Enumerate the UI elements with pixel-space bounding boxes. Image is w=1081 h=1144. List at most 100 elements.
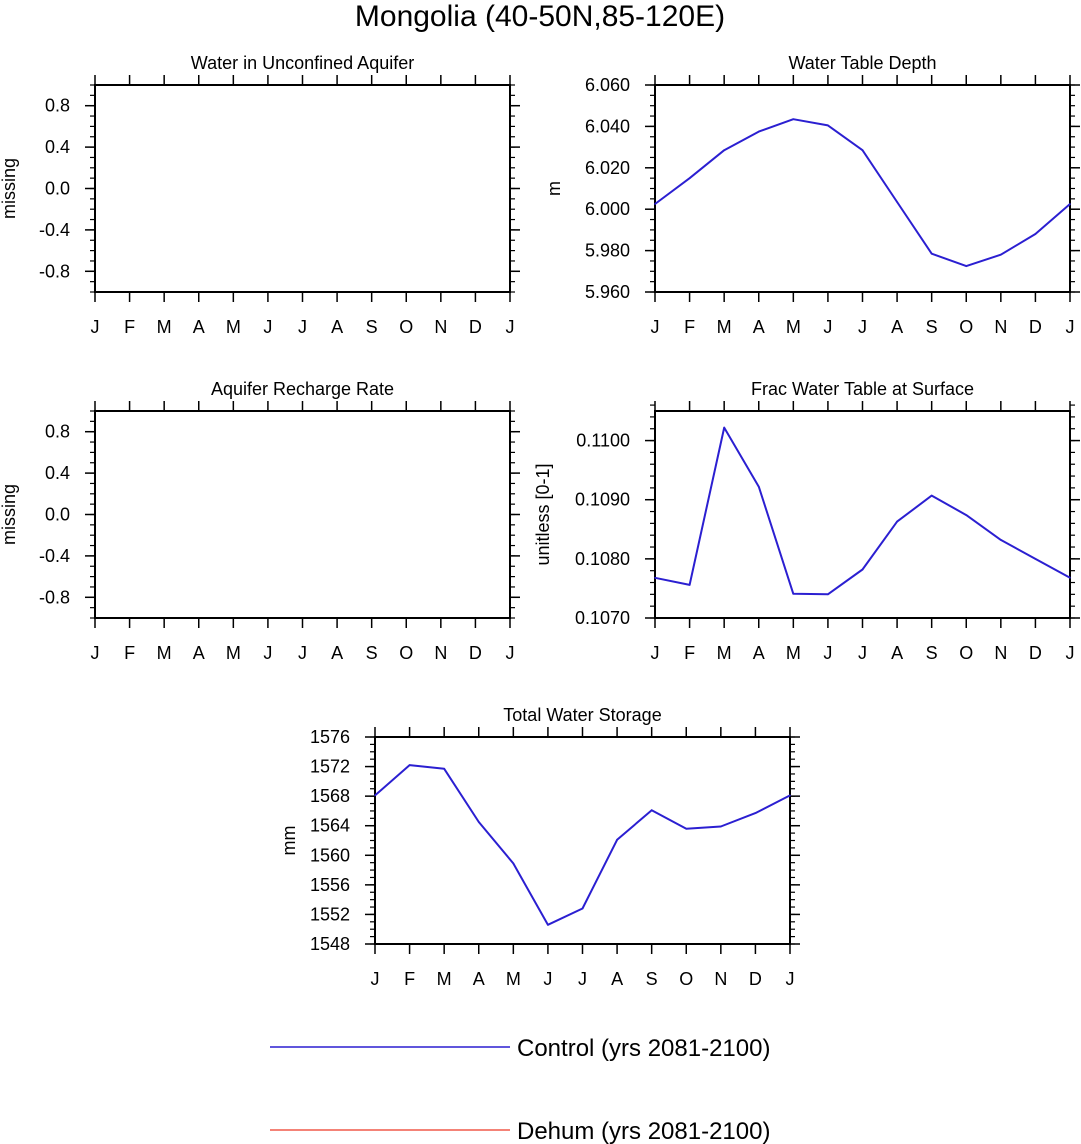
y-axis-label: missing — [0, 158, 19, 219]
x-tick-label: S — [366, 317, 378, 337]
y-tick-label: 0.8 — [45, 422, 70, 442]
x-tick-label: J — [651, 317, 660, 337]
x-tick-label: J — [371, 969, 380, 989]
x-tick-label: F — [684, 317, 695, 337]
y-tick-label: 0.1070 — [575, 608, 630, 628]
chart-total-water-storage: Total Water Storage J F M A M J J A S O N D J 1548 1552… — [279, 705, 800, 989]
data-point — [861, 149, 864, 152]
x-tick-label: D — [469, 317, 482, 337]
x-tick-label: O — [399, 317, 413, 337]
x-tick-label: A — [331, 643, 343, 663]
y-tick-label: 6.040 — [585, 116, 630, 136]
data-point — [654, 576, 656, 579]
x-tick-label: N — [434, 317, 447, 337]
data-point — [757, 130, 760, 133]
y-tick-label: 1556 — [310, 875, 350, 895]
x-tick-label: D — [749, 969, 762, 989]
data-point — [792, 118, 795, 120]
x-tick-label: J — [263, 643, 272, 663]
chart-title: Water Table Depth — [788, 53, 936, 73]
data-point — [654, 203, 656, 205]
chart-aquifer-recharge-rate: Aquifer Recharge Rate J F M A M J J A S O N D J -0.8 -0… — [0, 379, 520, 663]
data-point — [1034, 558, 1037, 560]
data-point — [754, 812, 757, 814]
x-tick-label: O — [679, 969, 693, 989]
x-tick-label: J — [506, 317, 515, 337]
data-point — [616, 838, 618, 841]
y-tick-label: -0.4 — [39, 220, 70, 240]
x-tick-label: A — [753, 643, 765, 663]
data-point — [757, 485, 760, 488]
y-tick-label: 6.000 — [585, 199, 630, 219]
x-tick-label: J — [1066, 317, 1075, 337]
x-tick-label: J — [1066, 643, 1075, 663]
series-line-control — [374, 764, 791, 926]
data-point — [650, 809, 653, 811]
data-point — [1069, 576, 1071, 579]
x-tick-label: A — [331, 317, 343, 337]
x-tick-label: M — [226, 317, 241, 337]
chart-title: Total Water Storage — [503, 705, 661, 725]
x-tick-label: M — [437, 969, 452, 989]
data-point — [1000, 253, 1002, 256]
data-point — [965, 514, 968, 516]
chart-water-in-unconfined-aquifer: Water in Unconfined Aquifer J F M A M J J A S O N D J… — [0, 53, 520, 337]
y-tick-label: 0.8 — [45, 96, 70, 116]
x-tick-label: D — [469, 643, 482, 663]
data-point — [547, 923, 549, 926]
data-point — [1069, 203, 1071, 205]
data-point — [930, 494, 933, 497]
x-tick-label: J — [651, 643, 660, 663]
data-point — [965, 265, 968, 267]
y-tick-label: 5.960 — [585, 282, 630, 302]
series-line-control — [654, 118, 1071, 268]
plot-frame — [654, 410, 1071, 619]
x-tick-label: J — [506, 643, 515, 663]
y-tick-label: 0.0 — [45, 179, 70, 199]
x-tick-label: S — [646, 969, 658, 989]
x-tick-label: M — [786, 317, 801, 337]
y-tick-label: 5.980 — [585, 241, 630, 261]
data-point — [512, 862, 515, 865]
y-tick-label: 1548 — [310, 934, 350, 954]
legend-entry-dehum: Dehum (yrs 2081-2100) — [270, 1118, 770, 1144]
y-tick-label: 1568 — [310, 786, 350, 806]
x-tick-label: M — [157, 643, 172, 663]
x-tick-label: J — [298, 317, 307, 337]
legend-label-dehum: Dehum (yrs 2081-2100) — [517, 1118, 770, 1144]
legend-label-control: Control (yrs 2081-2100) — [517, 1035, 770, 1062]
x-tick-label: F — [684, 643, 695, 663]
legend-entry-control: Control (yrs 2081-2100) — [270, 1035, 770, 1062]
y-tick-label: 6.020 — [585, 158, 630, 178]
data-point — [720, 825, 722, 828]
data-point — [723, 149, 725, 152]
x-tick-label: D — [1029, 643, 1042, 663]
y-tick-label: 0.4 — [45, 463, 70, 483]
y-tick-label: 1576 — [310, 727, 350, 747]
x-tick-label: S — [926, 317, 938, 337]
x-tick-label: M — [226, 643, 241, 663]
x-tick-label: J — [823, 643, 832, 663]
chart-title: Aquifer Recharge Rate — [211, 379, 394, 399]
x-tick-label: A — [611, 969, 623, 989]
data-point — [789, 794, 791, 797]
y-tick-label: 0.4 — [45, 137, 70, 157]
x-tick-label: O — [959, 643, 973, 663]
chart-frac-water-table-at-surface: Frac Water Table at Surface J F M A M J J A S O N D J… — [533, 379, 1080, 663]
data-point — [896, 201, 898, 203]
data-point — [930, 252, 933, 255]
y-tick-label: -0.8 — [39, 587, 70, 607]
x-tick-label: S — [366, 643, 378, 663]
y-tick-label: 1572 — [310, 757, 350, 777]
x-tick-label: A — [891, 643, 903, 663]
data-point — [792, 592, 795, 595]
data-point — [688, 584, 691, 586]
x-tick-label: J — [578, 969, 587, 989]
x-tick-label: O — [959, 317, 973, 337]
y-tick-label: 0.0 — [45, 505, 70, 525]
chart-title: Water in Unconfined Aquifer — [191, 53, 414, 73]
x-tick-label: F — [124, 643, 135, 663]
x-tick-label: M — [717, 317, 732, 337]
plot-frame — [94, 84, 511, 293]
y-tick-label: 1552 — [310, 904, 350, 924]
